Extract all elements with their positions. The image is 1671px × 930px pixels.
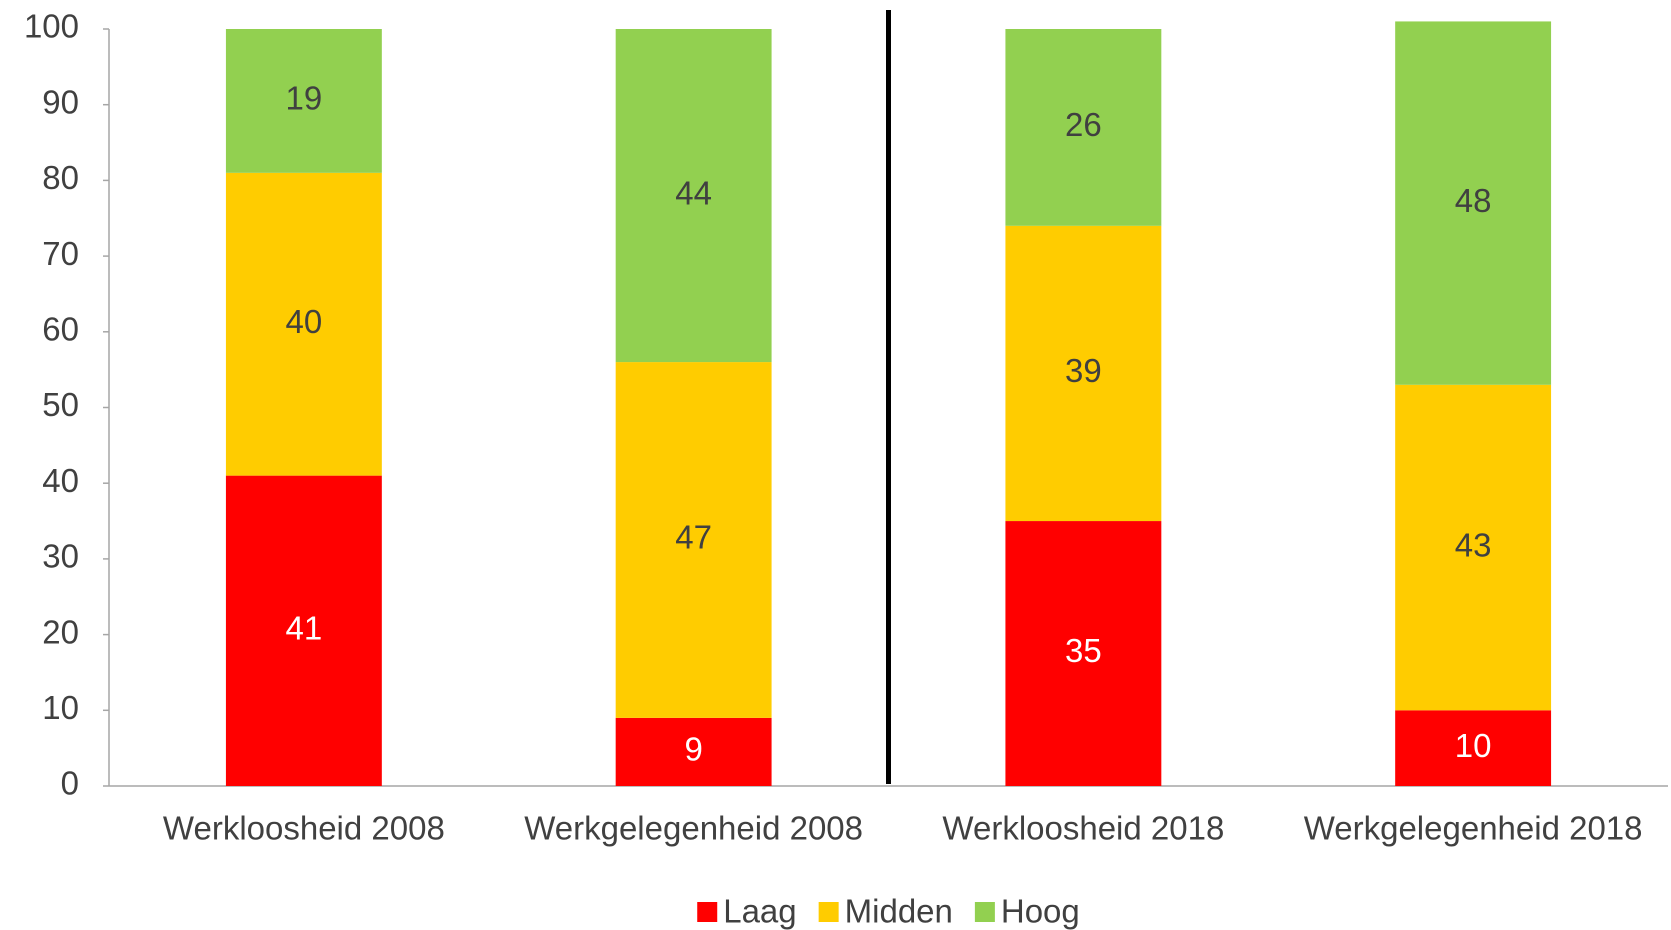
bar-segment	[1395, 710, 1552, 786]
legend-label: Hoog	[1001, 893, 1080, 930]
legend-swatch	[697, 902, 718, 922]
data-label: 41	[286, 610, 323, 647]
bar-segment	[225, 475, 382, 786]
bar-segment	[1005, 225, 1162, 522]
legend-label: Midden	[845, 893, 953, 930]
y-tick-label: 40	[42, 462, 79, 499]
data-label: 39	[1065, 352, 1102, 389]
data-label: 44	[675, 174, 712, 211]
bar-segment	[1005, 29, 1162, 226]
bar-segment	[1395, 21, 1552, 385]
x-tick-label: Werkgelegenheid 2008	[524, 810, 863, 847]
data-label: 48	[1455, 182, 1492, 219]
legend-swatch	[974, 902, 995, 922]
bar-segment	[1395, 384, 1552, 711]
y-tick-label: 100	[24, 8, 79, 45]
x-tick-label: Werkgelegenheid 2018	[1304, 810, 1643, 847]
y-tick-label: 50	[42, 386, 79, 423]
bar-segment	[615, 362, 772, 718]
data-label: 40	[286, 303, 323, 340]
data-label: 35	[1065, 632, 1102, 669]
data-label: 19	[286, 80, 323, 117]
x-tick-label: Werkloosheid 2018	[942, 810, 1224, 847]
bar-segment	[225, 172, 382, 476]
x-tick-label: Werkloosheid 2008	[163, 810, 445, 847]
data-label: 9	[684, 731, 702, 768]
bar-segment	[615, 29, 772, 363]
data-label: 43	[1455, 526, 1492, 563]
bar-segment	[225, 29, 382, 173]
bar-segment	[615, 717, 772, 786]
data-label: 10	[1455, 727, 1492, 764]
y-tick-label: 10	[42, 689, 79, 726]
y-tick-label: 60	[42, 311, 79, 348]
y-tick-label: 30	[42, 538, 79, 575]
legend-swatch	[818, 902, 839, 922]
y-tick-label: 20	[42, 613, 79, 650]
y-tick-label: 80	[42, 159, 79, 196]
data-label: 47	[675, 519, 712, 556]
y-tick-label: 70	[42, 235, 79, 272]
bar-segment	[1005, 521, 1162, 786]
data-label: 26	[1065, 106, 1102, 143]
y-tick-label: 0	[61, 765, 79, 802]
y-tick-label: 90	[42, 83, 79, 120]
legend-label: Laag	[723, 893, 796, 930]
